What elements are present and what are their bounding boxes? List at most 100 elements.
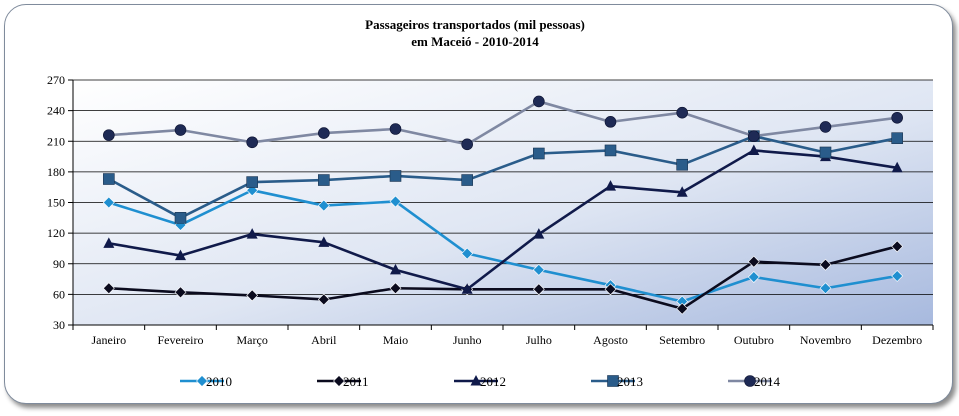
data-point [604, 283, 617, 296]
x-tick-label: Junho [453, 333, 482, 347]
y-tick-label: 180 [47, 165, 65, 179]
data-point [676, 106, 688, 119]
data-point [461, 283, 473, 294]
data-point [318, 174, 330, 186]
data-point [819, 146, 832, 159]
data-point [819, 282, 832, 295]
data-point [461, 174, 473, 186]
data-point [891, 240, 904, 253]
legend-label: 2010 [206, 374, 232, 389]
chart-frame: Passageiros transportados (mil pessoas) … [4, 4, 953, 404]
x-tick-label: Julho [526, 333, 552, 347]
legend-label: 2014 [754, 374, 781, 389]
y-tick-label: 60 [53, 287, 65, 301]
data-point [390, 263, 401, 275]
data-point [891, 161, 903, 173]
x-tick-label: Agosto [593, 333, 628, 347]
data-point [532, 263, 545, 276]
data-point [174, 212, 187, 224]
data-point [533, 147, 545, 160]
y-tick-label: 240 [47, 104, 65, 118]
data-point [819, 121, 832, 133]
legend-item-2012: 2012 [454, 374, 506, 389]
data-point [246, 136, 258, 149]
data-point [748, 144, 760, 155]
legend-item-2013: 2013 [591, 374, 643, 389]
y-tick-label: 30 [53, 318, 65, 332]
data-point [389, 170, 402, 182]
legend-label: 2011 [343, 374, 369, 389]
data-point [676, 186, 688, 197]
y-tick-label: 150 [47, 196, 65, 210]
x-tick-label: Maio [383, 333, 408, 347]
x-tick-label: Dezembro [872, 333, 922, 347]
x-tick-label: Janeiro [92, 333, 127, 347]
data-point [891, 270, 904, 282]
series-2012 [103, 144, 903, 294]
series-line [108, 100, 898, 146]
data-point [533, 228, 545, 239]
y-tick-label: 120 [47, 226, 65, 240]
chart-subtitle: em Maceió - 2010-2014 [411, 34, 539, 49]
series-line [108, 134, 898, 220]
chart-title: Passageiros transportados (mil pessoas) [365, 17, 585, 32]
legend-marker [470, 375, 482, 386]
data-point [389, 282, 402, 295]
data-point [103, 173, 115, 185]
legend-label: 2013 [617, 374, 643, 389]
data-point [747, 255, 760, 268]
x-tick-label: Abril [311, 333, 337, 347]
data-point [891, 111, 903, 124]
axes: 30 60 90 120 150 180 210 240 270 Janeiro Fevereiro… [47, 73, 934, 347]
y-tick-label: 90 [53, 257, 65, 271]
x-tick-label: Fevereiro [158, 333, 204, 347]
legend-item-2011: 2011 [317, 374, 369, 389]
data-point [174, 124, 187, 136]
data-point [747, 271, 760, 283]
data-point [175, 249, 186, 261]
data-point [102, 282, 115, 295]
data-point [317, 199, 330, 212]
legend-label: 2012 [480, 374, 506, 389]
x-tick-label: Novembro [800, 333, 851, 347]
data-point [318, 127, 330, 139]
x-tick-label: Março [237, 333, 268, 347]
x-tick-label: Setembro [659, 333, 705, 347]
y-tick-label: 210 [47, 134, 65, 148]
data-point [102, 196, 115, 209]
series-lines [102, 95, 904, 315]
legend: 2010 2011 2012 2013 2014 [180, 374, 781, 389]
data-point [676, 158, 688, 171]
legend-item-2010: 2010 [180, 374, 232, 389]
legend-marker [333, 375, 345, 387]
legend-item-2014: 2014 [728, 374, 781, 389]
data-point [604, 144, 617, 157]
data-point [246, 228, 258, 239]
data-point [819, 258, 832, 271]
data-point [748, 130, 760, 142]
legend-marker [744, 375, 756, 387]
data-point [461, 138, 473, 151]
data-point [246, 289, 259, 302]
data-point [532, 283, 545, 296]
data-point [533, 95, 545, 108]
data-point [103, 237, 115, 248]
line-chart: Passageiros transportados (mil pessoas) … [47, 17, 934, 389]
data-point [676, 302, 689, 315]
data-point [317, 293, 330, 306]
data-point [246, 176, 258, 188]
data-point [891, 132, 903, 144]
data-point [103, 129, 115, 141]
series-line [108, 149, 898, 291]
legend-marker [607, 375, 619, 387]
x-tick-label: Outubro [734, 333, 774, 347]
legend-marker [196, 375, 208, 387]
data-point [604, 116, 617, 128]
data-point [318, 236, 330, 247]
data-point [461, 247, 474, 260]
data-point [389, 123, 402, 135]
y-tick-label: 270 [47, 73, 65, 87]
series-2014 [103, 95, 903, 151]
series-line [108, 245, 898, 310]
data-point [174, 286, 187, 299]
